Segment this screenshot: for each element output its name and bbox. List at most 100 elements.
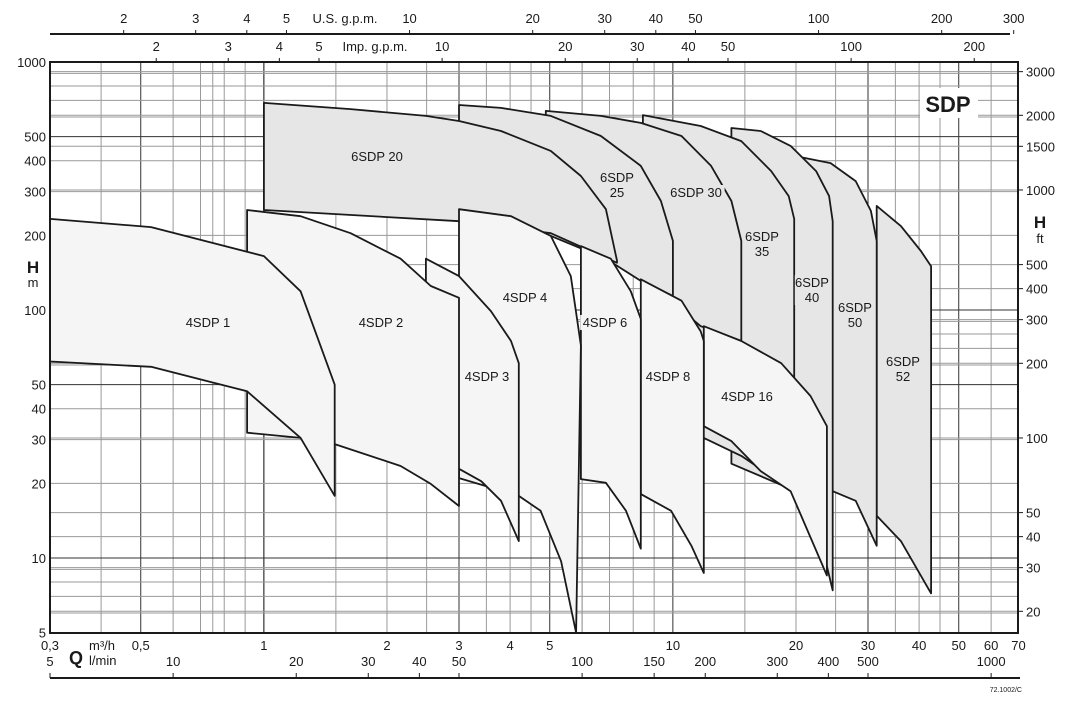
series-label-bg: [580, 315, 630, 330]
x-m3h-tick-label: 4: [506, 638, 513, 653]
series-label: 6SDP 20: [351, 149, 403, 164]
x-lmin-tick-label: 50: [452, 654, 466, 669]
x-lmin-tick-label: 1000: [977, 654, 1006, 669]
x-unit-secondary: l/min: [89, 653, 116, 668]
y-right-tick-label: 1500: [1026, 139, 1055, 154]
imp-gpm-tick-label: 40: [681, 39, 695, 54]
y-left-tick-label: 40: [32, 402, 46, 417]
y-left-tick-label: 500: [24, 130, 46, 145]
y-right-symbol: H: [1034, 213, 1046, 232]
series-label-bg: [356, 315, 406, 330]
x-m3h-tick-label: 60: [984, 638, 998, 653]
series-label: 6SDP: [745, 229, 779, 244]
x-m3h-tick-label: 10: [666, 638, 680, 653]
x-lmin-tick-label: 400: [818, 654, 840, 669]
series-label-bg: [667, 185, 725, 200]
y-right-tick-label: 40: [1026, 530, 1040, 545]
y-left-tick-label: 1000: [17, 55, 46, 70]
x-lmin-tick-label: 20: [289, 654, 303, 669]
us-gpm-tick-label: 200: [931, 11, 953, 26]
y-left-tick-label: 30: [32, 433, 46, 448]
y-right-tick-label: 100: [1026, 431, 1048, 446]
series-label-bg: [462, 369, 512, 384]
imp-gpm-tick-label: 10: [435, 39, 449, 54]
series-label: 4SDP 16: [721, 389, 773, 404]
x-m3h-tick-label: 70: [1011, 638, 1025, 653]
y-right-tick-label: 500: [1026, 258, 1048, 273]
us-gpm-tick-label: 40: [649, 11, 663, 26]
y-right-tick-label: 300: [1026, 313, 1048, 328]
area-4sdp-6: [580, 245, 642, 550]
series-label: 4SDP 6: [583, 315, 628, 330]
y-left-tick-label: 50: [32, 378, 46, 393]
series-label-bg: [500, 290, 550, 305]
y-right-tick-label: 2000: [1026, 108, 1055, 123]
x-m3h-tick-label: 2: [383, 638, 390, 653]
axes: 1000500400300200100504030201053000200015…: [17, 11, 1055, 679]
curve-areas: [49, 102, 932, 634]
series-label: 4SDP 3: [465, 369, 510, 384]
document-code: 72.1002/C: [990, 687, 1022, 694]
area-4sdp-1: [49, 217, 336, 497]
title-box: [920, 88, 978, 118]
us-gpm-tick-label: 4: [243, 11, 250, 26]
y-right-tick-label: 1000: [1026, 183, 1055, 198]
series-label: 4SDP 8: [646, 369, 691, 384]
imp-gpm-tick-label: 50: [721, 39, 735, 54]
area-6sdp-52: [875, 204, 932, 595]
x-m3h-tick-label: 50: [952, 638, 966, 653]
us-gpm-label: U.S. g.p.m.: [312, 11, 377, 26]
y-left-tick-label: 5: [39, 626, 46, 641]
series-label: 50: [848, 315, 862, 330]
x-lmin-tick-label: 150: [643, 654, 665, 669]
us-gpm-tick-label: 5: [283, 11, 290, 26]
imp-gpm-tick-label: 20: [558, 39, 572, 54]
imp-gpm-tick-label: 30: [630, 39, 644, 54]
series-label-bg: [643, 369, 693, 384]
imp-gpm-tick-label: 200: [963, 39, 985, 54]
imp-gpm-label: Imp. g.p.m.: [342, 39, 407, 54]
x-lmin-tick-label: 40: [412, 654, 426, 669]
us-gpm-tick-label: 300: [1003, 11, 1025, 26]
x-lmin-tick-label: 5: [46, 654, 53, 669]
y-right-tick-label: 400: [1026, 282, 1048, 297]
us-gpm-tick-label: 2: [120, 11, 127, 26]
x-m3h-tick-label: 3: [455, 638, 462, 653]
x-m3h-tick-label: 1: [260, 638, 267, 653]
imp-gpm-tick-label: 100: [840, 39, 862, 54]
series-label: 6SDP: [838, 300, 872, 315]
imp-gpm-tick-label: 4: [276, 39, 283, 54]
series-label: 52: [896, 369, 910, 384]
imp-gpm-tick-label: 5: [315, 39, 322, 54]
us-gpm-tick-label: 3: [192, 11, 199, 26]
series-label-bg: [794, 275, 830, 305]
series-label-bg: [183, 315, 233, 330]
y-right-tick-label: 200: [1026, 356, 1048, 371]
y-right-tick-label: 30: [1026, 561, 1040, 576]
x-lmin-tick-label: 200: [694, 654, 716, 669]
x-m3h-tick-label: 0,3: [41, 638, 59, 653]
x-symbol: Q: [69, 648, 83, 668]
x-lmin-tick-label: 30: [361, 654, 375, 669]
us-gpm-tick-label: 20: [525, 11, 539, 26]
chart-title: SDP: [925, 92, 970, 117]
x-m3h-tick-label: 5: [546, 638, 553, 653]
x-lmin-tick-label: 500: [857, 654, 879, 669]
area-4sdp-8: [639, 278, 705, 574]
series-label: 6SDP: [600, 170, 634, 185]
series-label-bg: [599, 170, 635, 200]
us-gpm-tick-label: 50: [688, 11, 702, 26]
series-label: 35: [755, 244, 769, 259]
series-label: 40: [805, 290, 819, 305]
x-m3h-tick-label: 20: [789, 638, 803, 653]
area-4sdp-16: [702, 325, 828, 577]
x-m3h-tick-label: 40: [912, 638, 926, 653]
y-right-tick-label: 50: [1026, 506, 1040, 521]
series-label-bg: [837, 300, 873, 330]
y-left-tick-label: 100: [24, 303, 46, 318]
us-gpm-tick-label: 100: [808, 11, 830, 26]
y-right-unit: ft: [1036, 231, 1044, 246]
plot-frame: [49, 61, 1019, 634]
series-label: 4SDP 4: [503, 290, 548, 305]
